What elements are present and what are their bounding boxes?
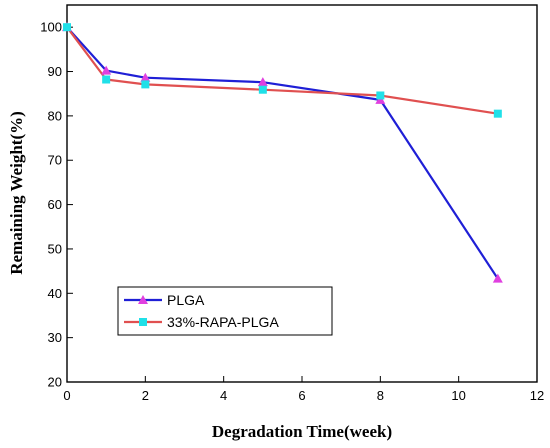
x-tick-label: 2 — [142, 388, 149, 403]
x-tick-label: 0 — [63, 388, 70, 403]
y-tick-label: 80 — [48, 108, 62, 123]
data-point-rapa-plga — [102, 75, 111, 84]
series-line-rapa-plga — [66, 26, 498, 115]
x-tick-label: 8 — [377, 388, 384, 403]
data-point-plga — [101, 65, 112, 75]
x-tick-label: 6 — [298, 388, 305, 403]
y-tick-label: 70 — [48, 153, 62, 168]
legend-marker-plga — [138, 295, 148, 304]
y-tick-label: 20 — [48, 375, 62, 390]
data-point-plga — [492, 273, 503, 283]
data-point-rapa-plga — [376, 91, 385, 100]
y-tick-label: 60 — [48, 197, 62, 212]
data-point-rapa-plga — [63, 23, 71, 32]
legend-box — [117, 286, 333, 336]
legend-label-plga: PLGA — [167, 292, 205, 308]
data-point-rapa-plga — [258, 85, 267, 94]
x-tick-label: 4 — [220, 388, 227, 403]
y-tick-label: 30 — [48, 330, 62, 345]
legend: PLGA 33%-RAPA-PLGA — [117, 286, 333, 336]
data-point-plga — [257, 77, 268, 87]
data-point-rapa-plga — [493, 109, 502, 118]
data-point-rapa-plga — [141, 80, 150, 89]
y-tick-label: 40 — [48, 286, 62, 301]
x-axis-ticks: 0 2 4 6 8 10 12 — [63, 376, 544, 403]
series-layer — [62, 22, 503, 283]
legend-marker-rapa-plga — [139, 318, 147, 326]
data-point-plga — [140, 72, 151, 82]
legend-label-rapa-plga: 33%-RAPA-PLGA — [167, 314, 279, 330]
y-tick-label: 100 — [40, 20, 62, 35]
x-tick-label: 10 — [451, 388, 465, 403]
y-axis-title: Remaining Weight(%) — [7, 111, 26, 275]
y-tick-label: 90 — [48, 64, 62, 79]
x-tick-label: 12 — [530, 388, 544, 403]
y-tick-label: 50 — [48, 241, 62, 256]
series-line-plga — [66, 26, 499, 280]
y-axis-ticks: 20 30 40 50 60 70 80 90 100 — [40, 20, 73, 390]
x-axis-title: Degradation Time(week) — [212, 422, 392, 441]
